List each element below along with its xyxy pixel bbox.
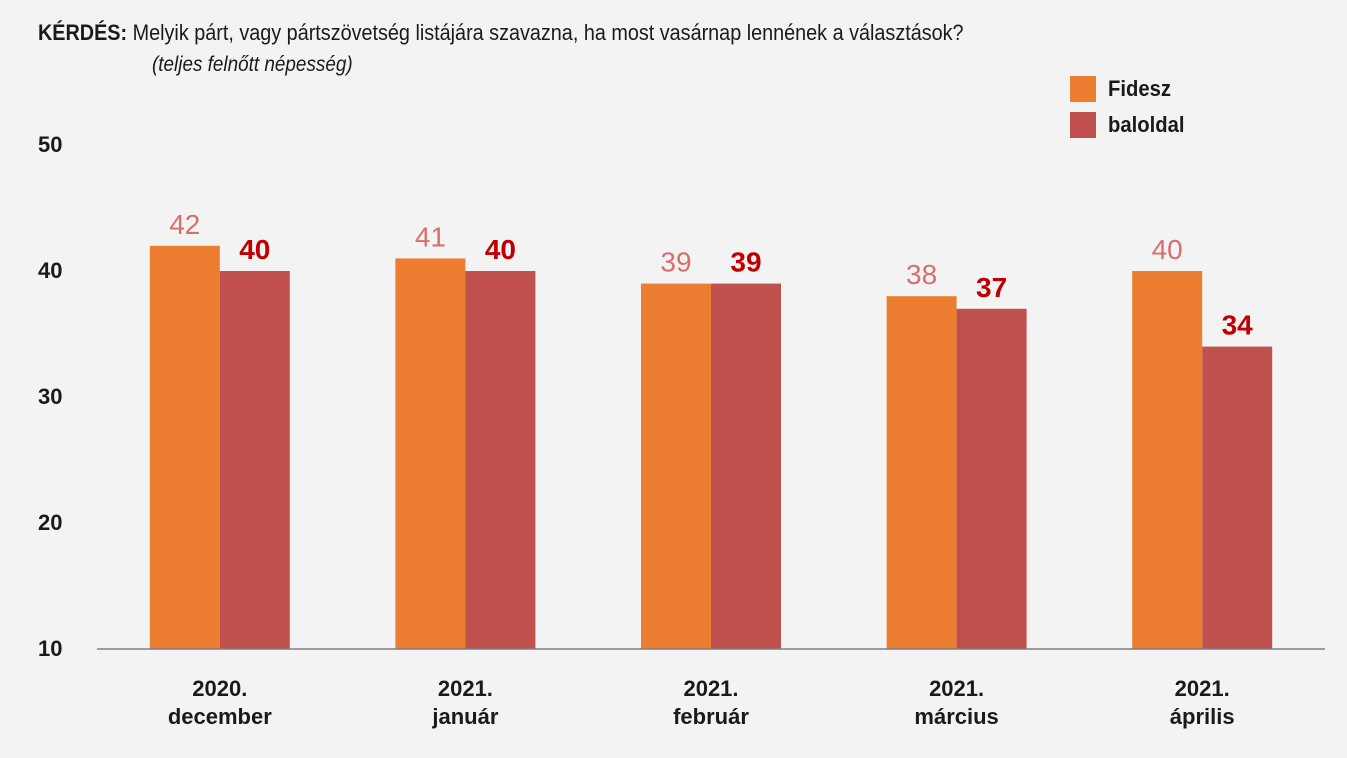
bar-fidesz [1132, 271, 1203, 649]
legend-swatch-fidesz [1070, 76, 1096, 102]
x-tick-label: március [914, 704, 998, 729]
chart-legend: Fidesz baloldal [1070, 76, 1191, 148]
y-tick-label: 50 [38, 132, 62, 157]
x-tick-label: 2021. [683, 676, 738, 701]
x-tick-label: január [431, 704, 498, 729]
bar-fidesz [886, 296, 957, 649]
chart-subtitle: (teljes felnőtt népesség) [152, 53, 353, 76]
question-text: Melyik párt, vagy pártszövetség listájár… [132, 20, 964, 45]
bar-baloldal [465, 271, 536, 649]
legend-swatch-baloldal [1070, 112, 1096, 138]
data-label-fidesz: 38 [906, 259, 937, 290]
chart-question: KÉRDÉS: Melyik párt, vagy pártszövetség … [38, 20, 964, 46]
legend-item-baloldal: baloldal [1070, 112, 1191, 138]
data-label-baloldal: 39 [730, 247, 761, 278]
data-label-baloldal: 34 [1222, 310, 1254, 341]
question-prefix: KÉRDÉS: [38, 20, 128, 45]
legend-item-fidesz: Fidesz [1070, 76, 1191, 102]
x-tick-label: február [673, 704, 749, 729]
x-tick-label: 2020. [192, 676, 247, 701]
y-tick-label: 20 [38, 510, 62, 535]
bar-fidesz [641, 283, 711, 649]
bar-baloldal [711, 283, 781, 649]
legend-label-fidesz: Fidesz [1108, 76, 1171, 101]
x-tick-label: április [1170, 704, 1235, 729]
data-label-baloldal: 40 [239, 234, 270, 265]
bar-baloldal [1202, 346, 1273, 649]
x-tick-label: 2021. [1175, 676, 1230, 701]
x-tick-label: 2021. [438, 676, 493, 701]
y-tick-label: 40 [38, 258, 62, 283]
data-label-fidesz: 42 [169, 209, 200, 240]
data-label-fidesz: 39 [660, 247, 691, 278]
bar-baloldal [956, 308, 1027, 649]
x-tick-label: december [168, 704, 272, 729]
y-tick-label: 30 [38, 384, 62, 409]
data-label-fidesz: 41 [415, 221, 446, 252]
bar-fidesz [395, 258, 466, 649]
data-label-fidesz: 40 [1152, 234, 1183, 265]
data-label-baloldal: 37 [976, 272, 1007, 303]
legend-label-baloldal: baloldal [1108, 112, 1185, 137]
y-tick-label: 10 [38, 636, 62, 661]
x-tick-label: 2021. [929, 676, 984, 701]
data-label-baloldal: 40 [485, 234, 516, 265]
bar-fidesz [149, 245, 220, 650]
bar-baloldal [219, 271, 290, 649]
